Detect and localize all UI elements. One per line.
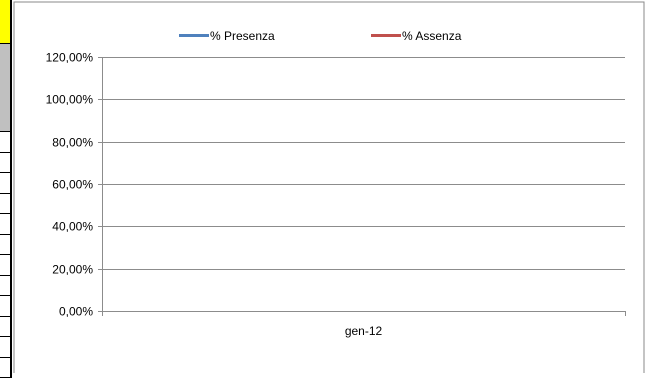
sheet-cell xyxy=(0,296,12,317)
sheet-cell xyxy=(0,276,12,297)
y-tick-label: 60,00% xyxy=(52,178,93,192)
sheet-cell xyxy=(0,337,12,358)
legend-label: % Assenza xyxy=(402,29,462,43)
y-tick-label: 80,00% xyxy=(52,136,93,150)
legend-label: % Presenza xyxy=(210,29,275,43)
sheet-cell xyxy=(0,173,12,194)
y-tick-label: 100,00% xyxy=(46,93,94,107)
chart-svg: 0,00% 20,00% 40,00% 60,00% 80,00% 100,00% 120,… xyxy=(13,0,652,373)
sheet-cell xyxy=(0,255,12,276)
sheet-cell xyxy=(0,132,12,153)
y-tick-label: 0,00% xyxy=(59,305,93,319)
sheet-cell xyxy=(0,153,12,174)
highlighted-header-cell xyxy=(0,0,12,44)
sheet-cell xyxy=(0,358,12,378)
y-tick-label: 120,00% xyxy=(46,51,94,65)
y-tick-label: 20,00% xyxy=(52,263,93,277)
line-chart[interactable]: 0,00% 20,00% 40,00% 60,00% 80,00% 100,00% 120,… xyxy=(13,0,652,373)
spreadsheet-column-strip xyxy=(0,0,13,373)
x-tick-label: gen-12 xyxy=(345,324,383,338)
gray-header-cell xyxy=(0,44,12,132)
sheet-cell xyxy=(0,214,12,235)
sheet-cell xyxy=(0,194,12,215)
sheet-cell xyxy=(0,317,12,338)
sheet-cell xyxy=(0,235,12,256)
y-tick-label: 40,00% xyxy=(52,220,93,234)
